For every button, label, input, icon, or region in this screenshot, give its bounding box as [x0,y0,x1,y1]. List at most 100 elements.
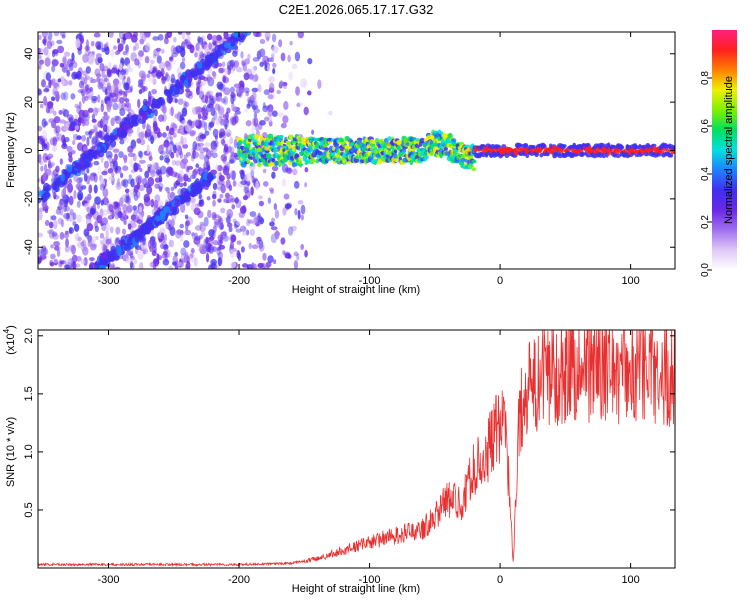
heatmap-cell [93,32,101,38]
heatmap-cell [618,145,625,150]
heatmap-cell [266,36,270,42]
heatmap-cell [72,119,78,127]
heatmap-cell [270,56,274,63]
heatmap-cell [56,248,61,257]
heatmap-cell [265,261,272,268]
heatmap-cell [119,139,125,145]
heatmap-cell [101,86,108,93]
heatmap-cell [155,182,159,189]
heatmap-cell [244,32,252,36]
heatmap-cell [112,102,119,111]
heatmap-cell [220,153,228,162]
heatmap-cell [115,226,121,235]
heatmap-cell [146,185,153,195]
heatmap-cell [253,108,260,114]
heatmap-cell [183,79,189,88]
heatmap-cell [155,215,161,222]
heatmap-cell [194,52,198,58]
heatmap-cell [245,90,249,97]
heatmap-cell [300,214,305,221]
heatmap-cell [180,187,189,197]
heatmap-cell [263,116,270,122]
heatmap-cell [168,239,174,248]
heatmap-cell [321,156,326,162]
heatmap-cell [98,264,107,269]
heatmap-cell [123,155,128,164]
heatmap-cell [104,46,110,56]
heatmap-cell [156,102,162,109]
heatmap-cell [291,63,298,70]
heatmap-cell [206,196,211,201]
heatmap-cell [211,117,215,126]
heatmap-cell [51,215,57,221]
heatmap-cell [257,195,264,200]
heatmap-cell [202,110,206,119]
heatmap-cell [233,60,240,68]
heatmap-cell [156,71,164,77]
heatmap-cell [158,186,163,192]
heatmap-cell [107,253,115,262]
heatmap-cell [257,212,261,219]
heatmap-cell [112,78,120,86]
heatmap-cell [210,140,218,151]
heatmap-cell [111,67,118,74]
heatmap-cell [572,153,579,157]
heatmap-cell [151,250,157,257]
heatmap-cell [167,144,174,153]
heatmap-cell [245,172,252,182]
heatmap-cell [140,223,145,231]
heatmap-cell [50,40,55,47]
heatmap-cell [229,170,235,180]
heatmap-cell [137,98,141,109]
heatmap-cell [167,191,171,201]
heatmap-cell [242,231,247,237]
heatmap-cell [88,184,93,194]
heatmap-cell [156,132,160,139]
heatmap-cell [109,226,114,234]
heatmap-cell [155,47,162,52]
heatmap-cell [419,137,426,144]
heatmap-cell [169,136,174,142]
heatmap-cell [204,95,209,104]
heatmap-cell [114,266,121,269]
heatmap-cell [238,211,245,218]
heatmap-cell [110,84,115,92]
heatmap-cell [207,242,212,253]
heatmap-cell [106,223,110,232]
heatmap-cell [68,227,75,234]
heatmap-cell [139,32,144,40]
heatmap-cell [240,59,245,66]
heatmap-cell [211,211,217,221]
heatmap-cell [64,124,69,131]
heatmap-cell [56,39,63,45]
heatmap-cell [47,101,54,109]
heatmap-cell [267,76,275,83]
heatmap-cell [39,160,44,166]
heatmap-cell [70,93,76,100]
heatmap-cell [41,141,46,147]
heatmap-cell [189,189,196,198]
heatmap-cell [176,66,182,76]
heatmap-cell [235,199,242,209]
heatmap-cell [120,129,128,139]
heatmap-cell [53,110,57,116]
heatmap-cell [147,108,153,114]
heatmap-cell [185,220,191,227]
heatmap-cell [151,242,157,253]
heatmap-cell [168,127,175,136]
heatmap-cell [211,246,218,252]
snr-scale-text: (x104) [2,325,17,355]
heatmap-cell [38,153,42,164]
heatmap-cell [87,107,94,113]
heatmap-cell [179,150,184,159]
heatmap-cell [193,257,198,267]
heatmap-cell [450,138,457,143]
heatmap-cell [283,193,290,200]
heatmap-cell [114,201,121,208]
heatmap-cell [184,229,192,236]
heatmap-cell [209,236,215,241]
heatmap-cell [41,201,45,208]
heatmap-cell [86,136,90,147]
heatmap-cell [229,248,235,259]
heatmap-cell [179,159,186,169]
